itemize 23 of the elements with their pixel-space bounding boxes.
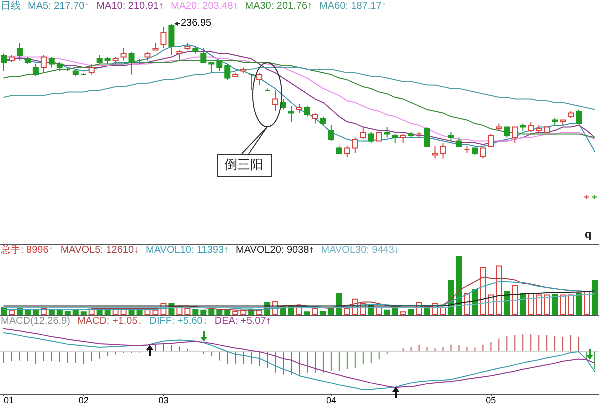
text: q [585, 229, 592, 242]
x-tick-label: 03 [158, 396, 169, 406]
chart-title: 日线 [1, 1, 21, 12]
text: MA20: 203.48↑ [170, 1, 238, 12]
text: MAVOL5: 12610↓ [60, 245, 140, 256]
annotation: 236.95 [181, 18, 212, 30]
text: MAVOL30: 9443↓ [321, 245, 400, 256]
text: MA5: 217.70↑ [28, 1, 90, 12]
x-tick-label: 05 [486, 396, 496, 406]
x-tick-label: 01 [4, 396, 14, 406]
series-label: DIFF: +5.60↓ [150, 316, 208, 327]
x-tick-label: 02 [78, 396, 89, 406]
chart-title: MACD(12,26,9) [1, 316, 70, 327]
text: 总手: 8996↑ [1, 245, 54, 256]
text: MAVOL10: 11393↑ [146, 245, 230, 256]
annotation: 倒三阳 [217, 154, 271, 176]
text: MA10: 210.91↑ [96, 1, 164, 12]
text: MA60: 187.17↑ [320, 1, 387, 12]
text: MACD: +1.05↓ [77, 316, 143, 327]
text: MA30: 201.76↑ [245, 1, 313, 12]
text: MAVOL20: 9038↑ [236, 245, 314, 256]
series-label: DEA: +5.07↑ [214, 316, 272, 327]
x-tick-label: 04 [326, 396, 336, 406]
